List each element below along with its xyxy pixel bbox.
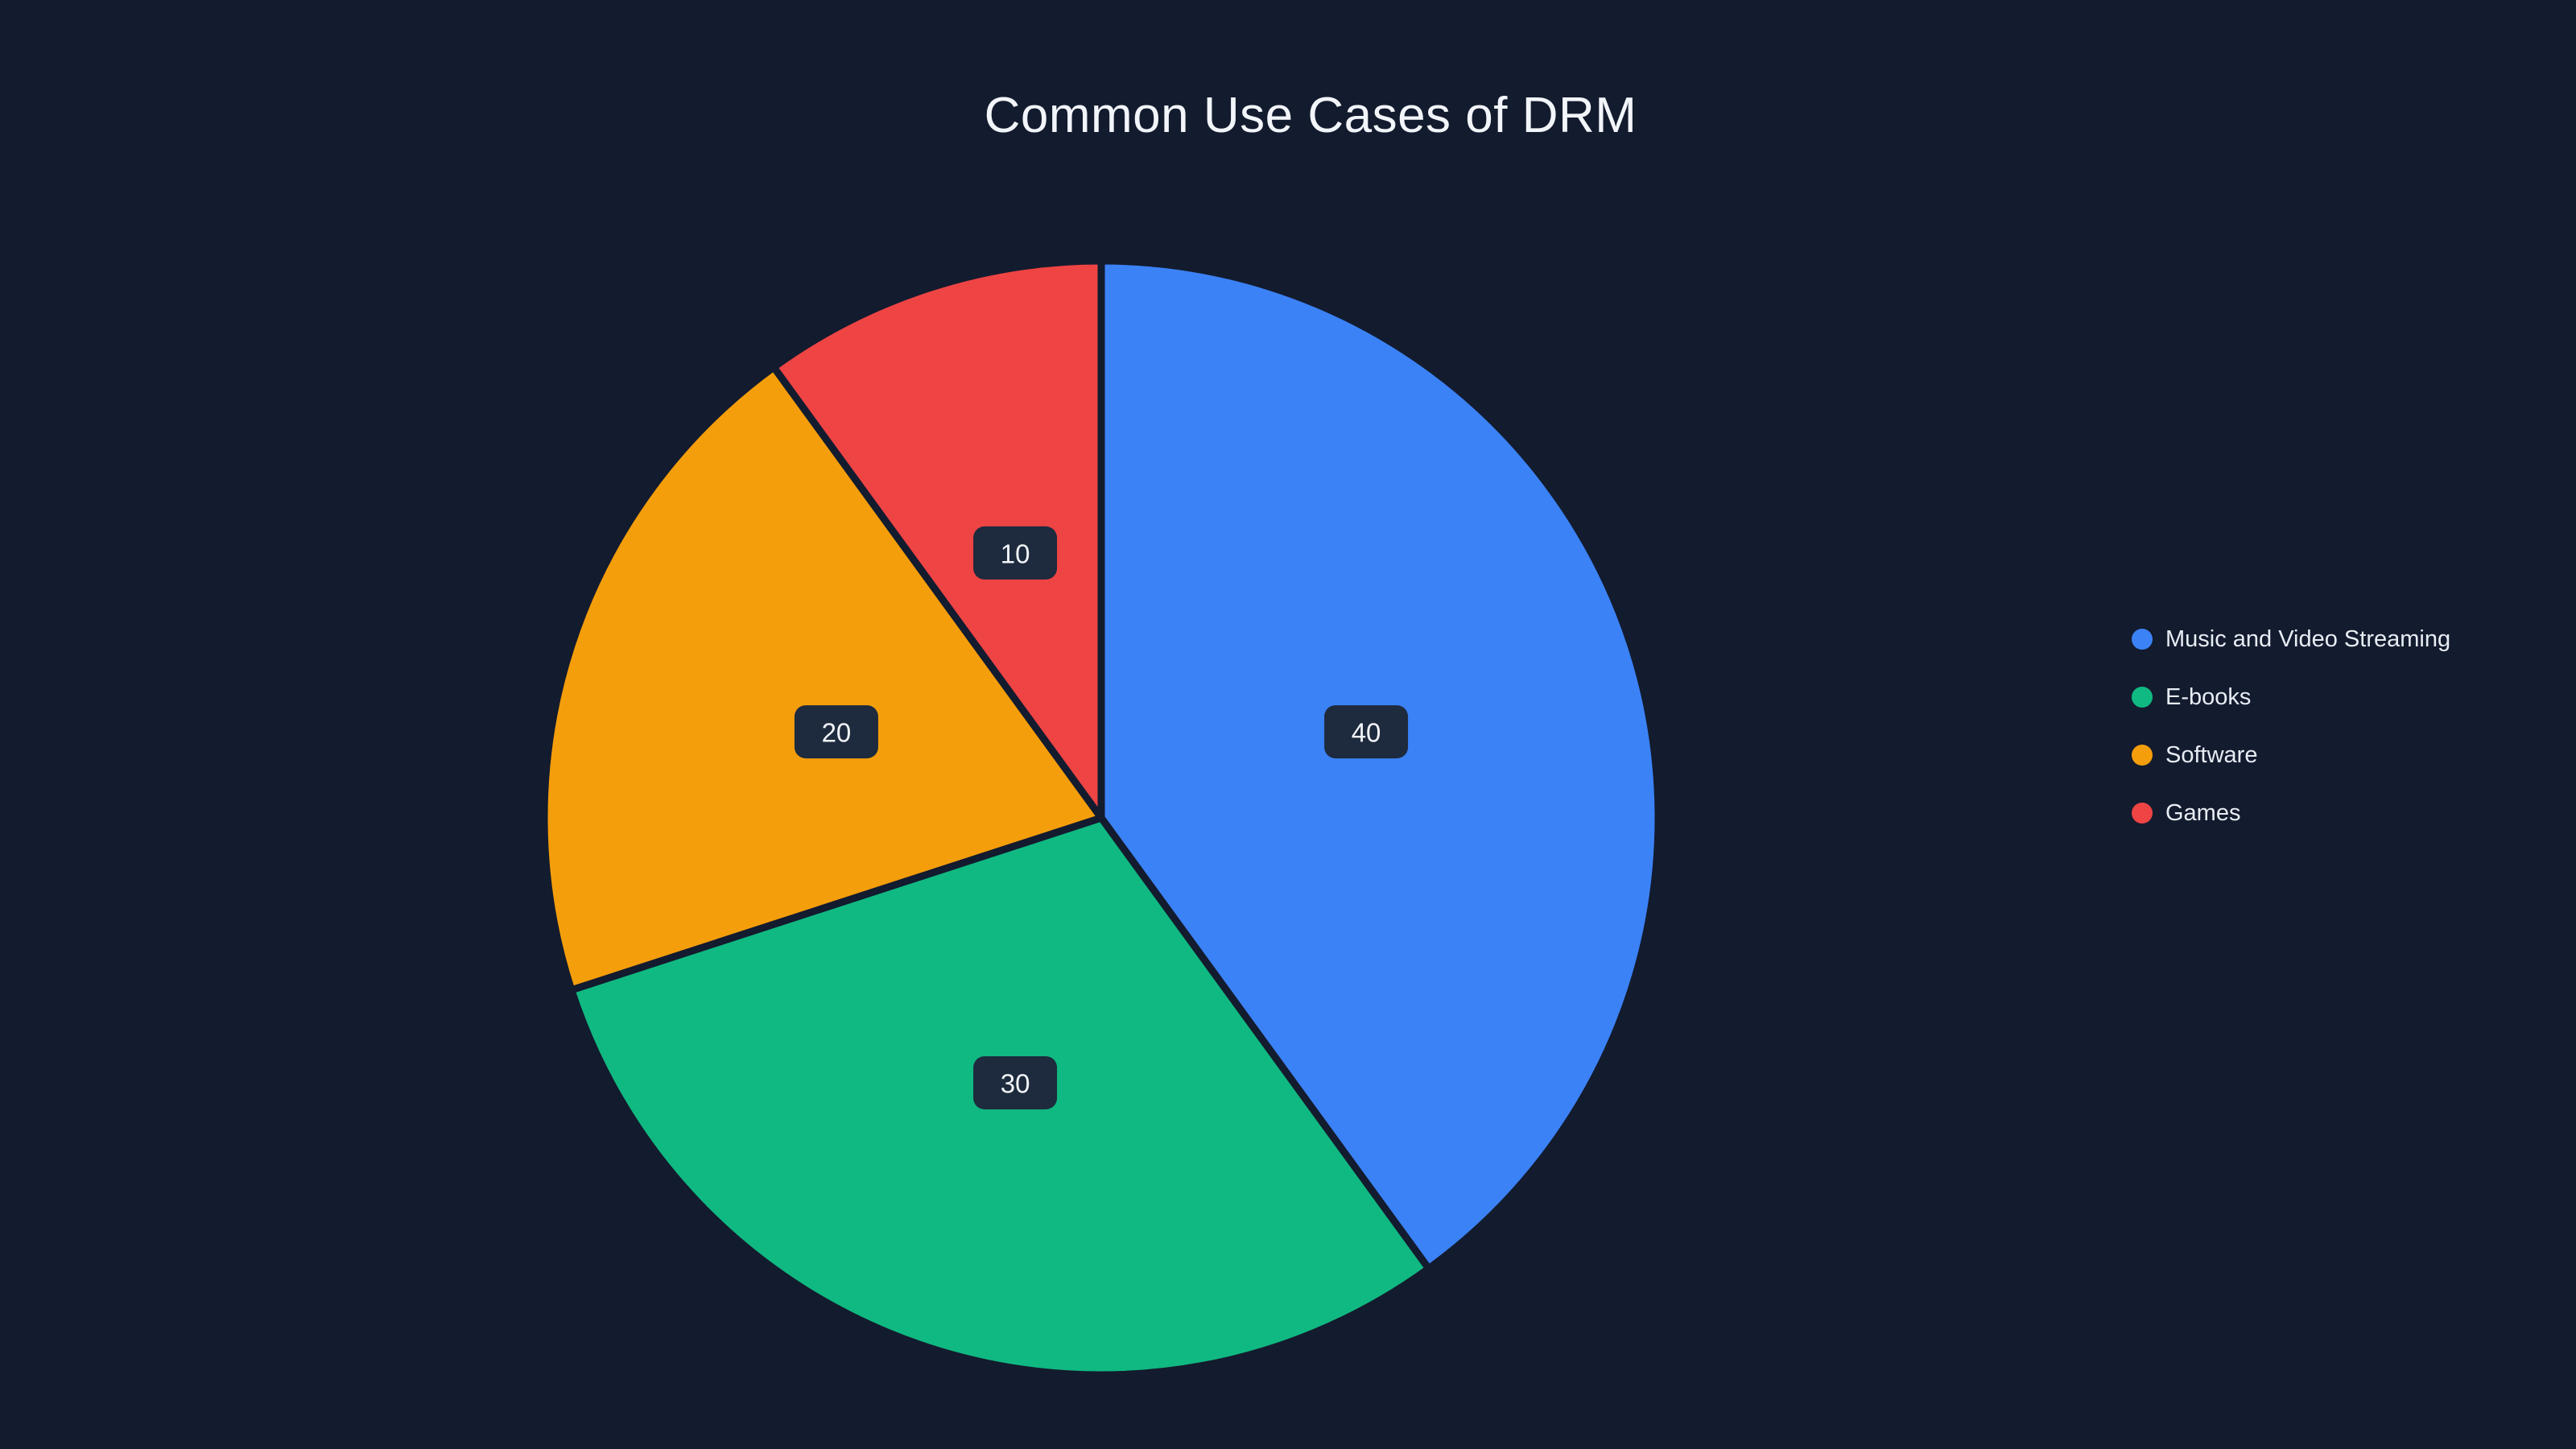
- legend-swatch-icon: [2132, 745, 2153, 766]
- legend-item-e-books[interactable]: E-books: [2132, 676, 2450, 718]
- slice-value-label-software: 20: [794, 705, 878, 759]
- pie-chart: 40 30 20 10: [540, 257, 1662, 1379]
- slice-value-label-music-and-video-streaming: 40: [1324, 705, 1409, 759]
- pie-slice-games[interactable]: [770, 257, 1105, 822]
- slice-value-label-e-books: 30: [973, 1056, 1058, 1110]
- legend-label: E-books: [2165, 683, 2252, 710]
- legend-item-games[interactable]: Games: [2132, 792, 2450, 834]
- svg-text:10: 10: [1001, 539, 1030, 568]
- svg-text:30: 30: [1001, 1069, 1030, 1099]
- legend-swatch-icon: [2132, 687, 2153, 708]
- slice-value-label-games: 10: [973, 526, 1058, 580]
- chart-title: Common Use Cases of DRM: [984, 88, 1637, 143]
- legend-swatch-icon: [2132, 803, 2153, 824]
- legend-label: Software: [2165, 741, 2258, 768]
- legend-item-music-and-video-streaming[interactable]: Music and Video Streaming: [2132, 618, 2450, 660]
- svg-text:40: 40: [1352, 718, 1381, 748]
- legend-label: Music and Video Streaming: [2165, 625, 2451, 652]
- pie-slice-software[interactable]: [540, 363, 1105, 994]
- pie-slice-music-and-video-streaming[interactable]: [1097, 257, 1662, 1273]
- legend-label: Games: [2165, 799, 2241, 826]
- legend: Music and Video Streaming E-books Softwa…: [2132, 618, 2450, 834]
- legend-item-software[interactable]: Software: [2132, 734, 2450, 776]
- svg-text:20: 20: [822, 718, 852, 748]
- legend-swatch-icon: [2132, 629, 2153, 650]
